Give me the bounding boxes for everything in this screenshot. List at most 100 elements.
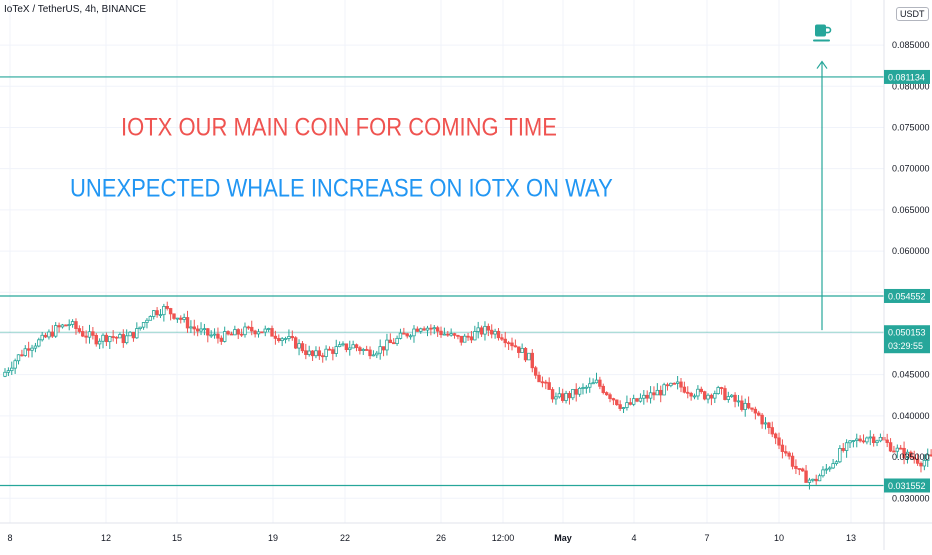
candle <box>263 325 267 337</box>
candle-body <box>763 422 768 425</box>
candle-body <box>567 392 572 399</box>
candle <box>706 393 710 404</box>
candle <box>567 391 572 405</box>
candle <box>375 350 379 359</box>
currency-button[interactable]: USDT <box>896 7 929 21</box>
candle <box>219 335 224 345</box>
candle <box>270 325 274 337</box>
candle-body <box>375 352 379 356</box>
x-tick-label: May <box>554 533 572 543</box>
candle <box>304 343 308 360</box>
candle-body <box>503 338 507 344</box>
candle-body <box>57 325 61 328</box>
candle <box>736 395 741 407</box>
candle-body <box>141 322 146 328</box>
candle-body <box>206 328 210 336</box>
candle-body <box>905 451 910 459</box>
candle <box>915 453 920 466</box>
candle <box>138 326 142 331</box>
candle-body <box>591 382 595 385</box>
candle-body <box>108 336 112 343</box>
candle-body <box>354 344 359 349</box>
candle <box>713 390 717 404</box>
candle <box>584 385 589 394</box>
candle-body <box>865 437 869 443</box>
candle <box>635 398 639 403</box>
candle <box>912 450 916 464</box>
y-tick-label: 0.070000 <box>892 164 930 174</box>
candle <box>425 325 430 337</box>
candle-body <box>902 447 906 459</box>
candle <box>804 465 808 483</box>
candle <box>446 330 450 337</box>
candle-body <box>361 349 365 352</box>
candle <box>679 378 683 393</box>
candle <box>229 331 234 336</box>
candle-body <box>730 394 734 397</box>
x-tick-label: 12:00 <box>492 533 515 543</box>
candle-body <box>750 407 754 410</box>
candle-body <box>419 328 423 332</box>
candle <box>6 367 11 377</box>
candle <box>787 451 791 460</box>
candle-body <box>861 440 866 443</box>
candle <box>865 436 869 445</box>
candle <box>662 382 666 396</box>
candle-body <box>848 440 852 444</box>
candle-body <box>686 391 690 394</box>
candle-body <box>517 346 521 353</box>
candle-body <box>145 319 149 323</box>
candle-body <box>858 438 862 442</box>
y-tick-label: 0.030000 <box>892 493 930 503</box>
candle <box>888 438 893 453</box>
candle <box>821 466 825 478</box>
candle <box>141 321 146 330</box>
candle <box>57 322 61 333</box>
candle <box>432 325 436 335</box>
candle <box>226 330 230 336</box>
candle <box>412 325 416 343</box>
candle-body <box>797 468 801 470</box>
candle <box>571 388 575 401</box>
candle <box>730 393 734 398</box>
candle-body <box>598 379 602 387</box>
candle <box>402 327 406 335</box>
candle <box>378 339 382 360</box>
candle-body <box>723 388 727 400</box>
candle-body <box>689 392 693 397</box>
candle-body <box>47 331 51 338</box>
candle-body <box>287 336 291 339</box>
candle <box>895 444 900 459</box>
candle <box>64 324 68 327</box>
candle-body <box>574 388 578 395</box>
candle-body <box>16 354 21 362</box>
arrow-head <box>816 60 828 69</box>
candle <box>321 352 325 363</box>
candle-body <box>446 333 450 336</box>
candle-body <box>97 340 102 345</box>
candle <box>111 330 115 342</box>
candle-body <box>246 326 251 329</box>
candle-body <box>787 452 791 457</box>
candle-body <box>20 354 24 357</box>
candle-body <box>665 384 670 387</box>
symbol-title[interactable]: IoTeX / TetherUS, 4h, BINANCE <box>4 4 147 15</box>
candle <box>189 320 193 333</box>
candle <box>574 383 578 402</box>
candle <box>118 332 122 339</box>
coffee-cup-icon[interactable] <box>813 24 832 42</box>
candle <box>726 391 731 403</box>
candle-body <box>929 454 932 457</box>
candle-body <box>588 383 592 388</box>
candle-body <box>199 328 203 332</box>
candle <box>459 335 463 346</box>
candle <box>814 474 818 485</box>
candle <box>692 393 697 400</box>
candle <box>37 337 41 348</box>
candle <box>222 326 227 343</box>
candle-body <box>533 367 538 376</box>
candle <box>743 398 747 417</box>
candle <box>206 328 210 343</box>
candle-body <box>506 342 511 345</box>
